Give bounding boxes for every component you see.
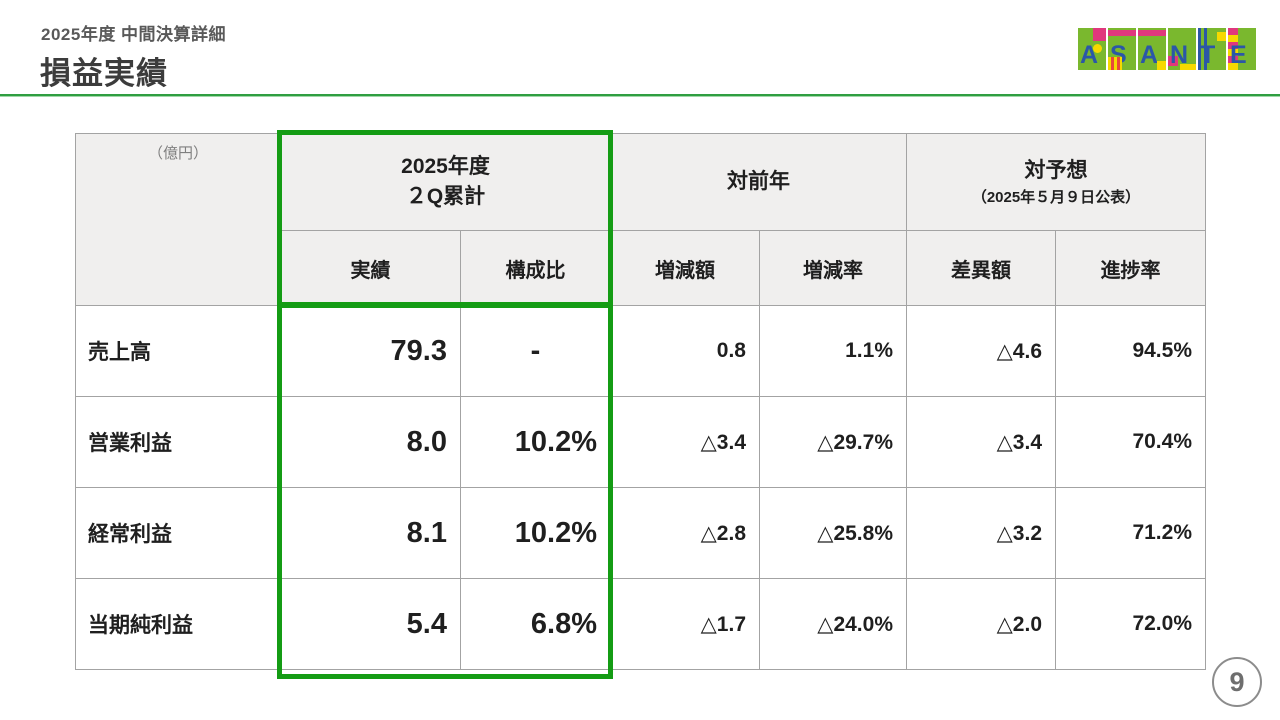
logo-tile-n-icon: N xyxy=(1168,28,1196,70)
header-divider xyxy=(0,94,1280,97)
col-header-progress-rate: 進捗率 xyxy=(1055,230,1206,306)
col-header-change-amount: 増減額 xyxy=(610,230,760,306)
logo-tile-a2-icon: A xyxy=(1138,28,1166,70)
row-label: 売上高 xyxy=(75,305,281,397)
cell-value: △3.2 xyxy=(906,487,1056,579)
row-label: 営業利益 xyxy=(75,396,281,488)
logo-letter: N xyxy=(1170,41,1188,69)
pl-results-table-wrap: （億円） 2025年度 ２Q累計 対前年 対予想 （2025年５月９日公表） xyxy=(75,130,1206,679)
cell-value: △29.7% xyxy=(759,396,907,488)
cell-value: 8.0 xyxy=(280,396,461,488)
cell-value: △1.7 xyxy=(610,578,760,670)
cell-value: 10.2% xyxy=(460,487,611,579)
col-header-actual: 実績 xyxy=(280,230,461,306)
cell-value: 5.4 xyxy=(280,578,461,670)
cell-value: △3.4 xyxy=(906,396,1056,488)
logo-tile-e-icon: E xyxy=(1228,28,1256,70)
logo-letter: A xyxy=(1140,41,1158,69)
col-header-composition: 構成比 xyxy=(460,230,611,306)
logo-tile-t-icon: T xyxy=(1198,28,1226,70)
col-header-diff-amount: 差異額 xyxy=(906,230,1056,306)
cell-value: 79.3 xyxy=(280,305,461,397)
row-label: 当期純利益 xyxy=(75,578,281,670)
cell-value: 1.1% xyxy=(759,305,907,397)
group-header-vs-forecast: 対予想 （2025年５月９日公表） xyxy=(906,133,1206,231)
group-header-2025-2q: 2025年度 ２Q累計 xyxy=(280,133,611,231)
logo-letter: T xyxy=(1200,41,1215,69)
cell-value: 70.4% xyxy=(1055,396,1206,488)
header-group-row: （億円） 2025年度 ２Q累計 対前年 対予想 （2025年５月９日公表） xyxy=(75,133,1206,306)
cell-value: 94.5% xyxy=(1055,305,1206,397)
page-number-badge: 9 xyxy=(1212,657,1262,707)
table-row: 経常利益 8.1 10.2% △2.8 △25.8% △3.2 71.2% xyxy=(75,487,1206,579)
unit-label: （億円） xyxy=(147,145,208,162)
page-title: 損益実績 xyxy=(40,56,168,91)
corner-cell: （億円） xyxy=(75,133,281,306)
cell-value: △2.0 xyxy=(906,578,1056,670)
table-body: 売上高 79.3-0.8 1.1% △4.6 94.5% 営業利益 8.0 10.2% △3.4… xyxy=(75,305,1206,670)
cell-value: - xyxy=(460,305,611,397)
group-header-vs-prior-year: 対前年 xyxy=(610,133,907,231)
cell-value: 6.8% xyxy=(460,578,611,670)
cell-value: △25.8% xyxy=(759,487,907,579)
cell-value: 72.0% xyxy=(1055,578,1206,670)
table-row: 売上高 79.3-0.8 1.1% △4.6 94.5% xyxy=(75,305,1206,397)
cell-value: 8.1 xyxy=(280,487,461,579)
pl-results-table: （億円） 2025年度 ２Q累計 対前年 対予想 （2025年５月９日公表） xyxy=(75,133,1206,670)
cell-value: △2.8 xyxy=(610,487,760,579)
cell-value: △24.0% xyxy=(759,578,907,670)
col-header-change-rate: 増減率 xyxy=(759,230,907,306)
slide-subtitle: 2025年度 中間決算詳細 xyxy=(41,25,227,44)
logo-letter: E xyxy=(1230,41,1247,69)
cell-value: △4.6 xyxy=(906,305,1056,397)
row-label: 経常利益 xyxy=(75,487,281,579)
cell-value: 0.8 xyxy=(610,305,760,397)
logo-letter: S xyxy=(1110,41,1127,69)
cell-value: 71.2% xyxy=(1055,487,1206,579)
logo-tile-s-icon: S xyxy=(1108,28,1136,70)
cell-value: △3.4 xyxy=(610,396,760,488)
asante-logo: A S A N T E xyxy=(1078,28,1256,70)
table-row: 営業利益 8.0 10.2% △3.4 △29.7% △3.4 70.4% xyxy=(75,396,1206,488)
cell-value: 10.2% xyxy=(460,396,611,488)
logo-tile-a1-icon: A xyxy=(1078,28,1106,70)
logo-letter: A xyxy=(1080,41,1098,69)
table-row: 当期純利益 5.4 6.8% △1.7 △24.0% △2.0 72.0% xyxy=(75,578,1206,670)
header-sub-row: 実績 構成比 増減額 増減率 差異額 進捗率 xyxy=(76,230,1206,306)
